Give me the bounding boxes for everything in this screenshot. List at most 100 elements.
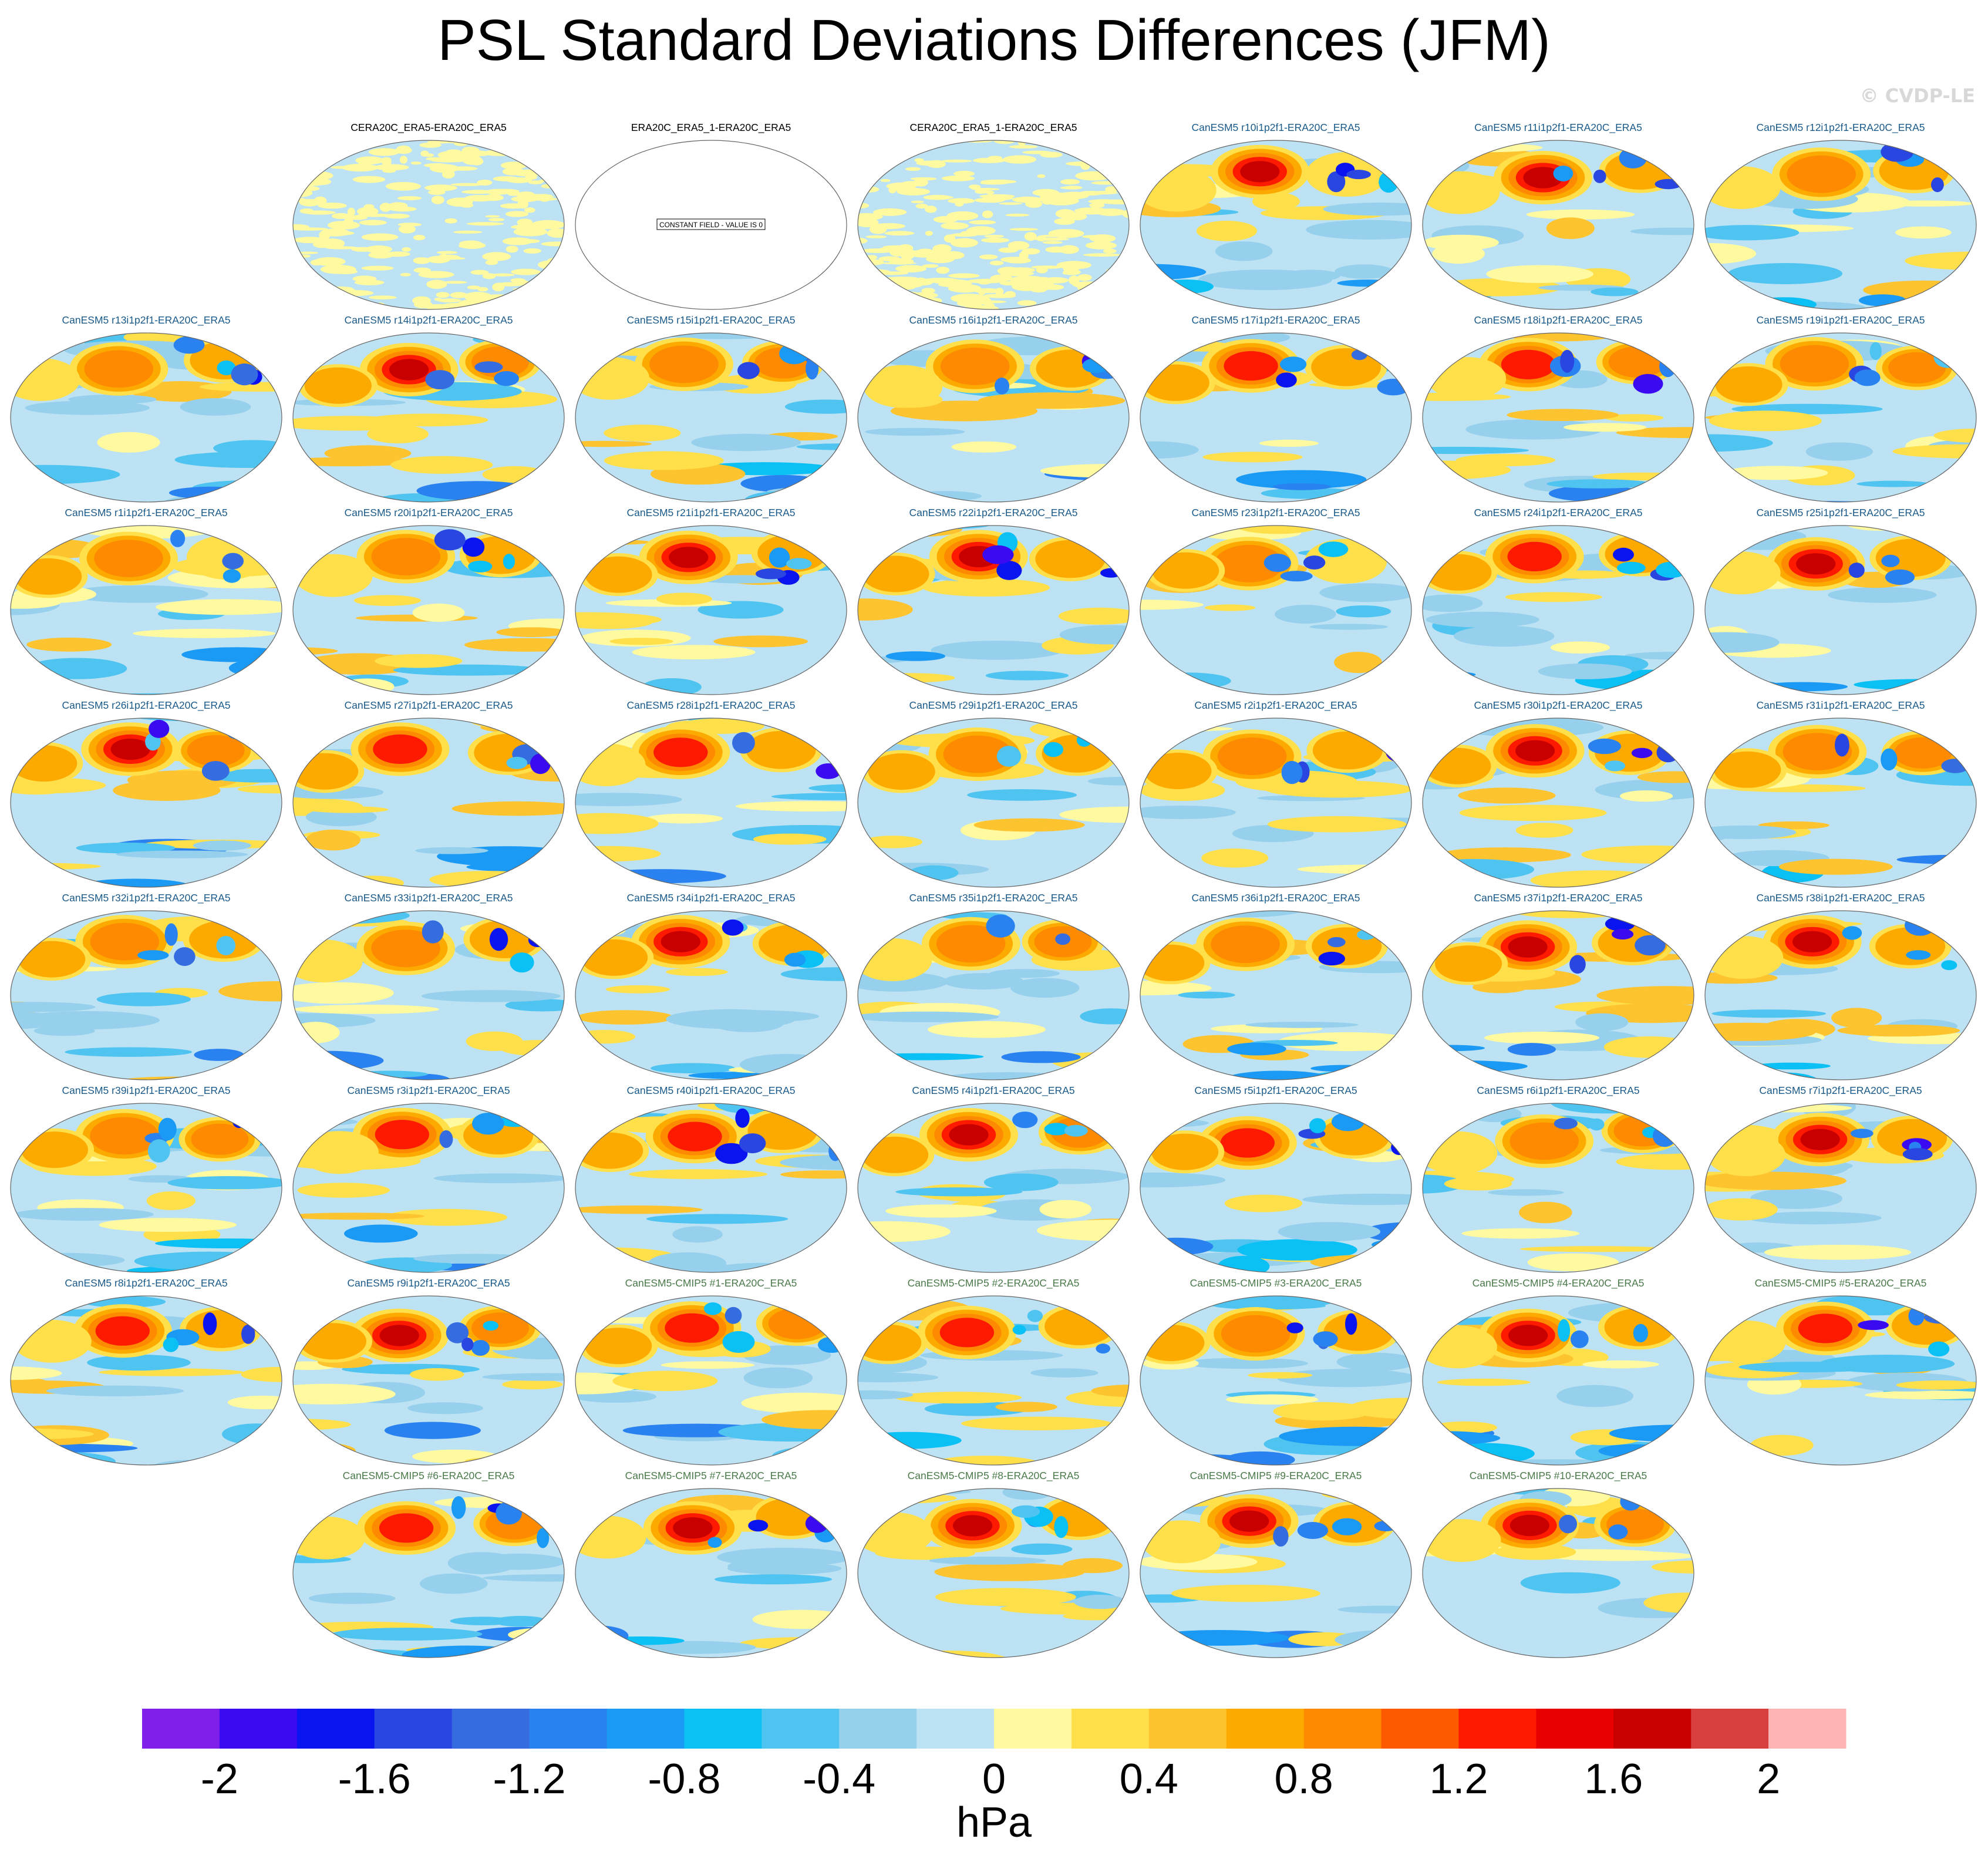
coastline: [379, 1409, 410, 1429]
field-blob: [1345, 1313, 1357, 1335]
field-blob: [1278, 1222, 1381, 1242]
field-blob: [858, 237, 868, 244]
field-blob: [384, 251, 410, 257]
panel-title: CanESM5 r30i1p2f1-ERA20C_ERA5: [1474, 699, 1643, 711]
map-field: [1140, 140, 1412, 310]
field-blob: [1705, 225, 1800, 241]
coastline: [1378, 1573, 1396, 1611]
field-blob: [948, 198, 975, 204]
coastline: [1096, 803, 1113, 841]
field-blob: [99, 1218, 237, 1232]
map-outline: [292, 910, 565, 1080]
field-blob: [399, 156, 407, 164]
coastline: [813, 1573, 831, 1611]
field-blob: [1096, 1343, 1110, 1354]
panel-title: CanESM5 r12i1p2f1-ERA20C_ERA5: [1756, 122, 1925, 133]
field-blob: [672, 1226, 723, 1243]
coastline: [379, 639, 410, 658]
field-blob: [517, 218, 533, 227]
field-blob: [1507, 409, 1619, 421]
field-blob: [26, 637, 112, 652]
field-blob: [989, 260, 1004, 265]
field-blob: [1488, 1189, 1564, 1196]
coastline: [345, 362, 409, 404]
field-blob: [1220, 1128, 1275, 1158]
map-field: [1704, 1103, 1977, 1273]
colorbar-swatch: [1381, 1709, 1459, 1749]
field-blob: [897, 187, 930, 196]
map-field: [575, 1295, 847, 1466]
field-blob: [306, 829, 360, 851]
coastline: [62, 1133, 126, 1174]
field-blob: [444, 218, 457, 224]
field-blob: [217, 360, 236, 376]
coastline: [1509, 639, 1539, 658]
field-blob: [521, 239, 540, 243]
field-blob: [921, 288, 935, 294]
map-field: [1140, 1488, 1412, 1658]
map-field: [1422, 1488, 1694, 1658]
field-blob: [940, 348, 1010, 385]
field-blob: [368, 148, 400, 156]
coastline: [944, 446, 975, 466]
field-blob: [525, 174, 537, 180]
map-panel: CanESM5 r5i1p2f1-ERA20C_ERA5: [1137, 1085, 1415, 1276]
field-blob: [194, 1049, 244, 1061]
field-blob: [1005, 213, 1030, 217]
field-blob: [517, 199, 528, 209]
map-field: [10, 332, 282, 503]
coastline: [1757, 747, 1821, 789]
map-panel: CanESM5-CMIP5 #4-ERA20C_ERA5: [1419, 1277, 1697, 1469]
colorbar-tick-label: -0.4: [803, 1756, 875, 1803]
coastline: [97, 1024, 127, 1043]
coastline: [248, 995, 266, 1033]
coastline: [944, 1602, 975, 1621]
field-blob: [983, 294, 1016, 298]
field-blob: [1630, 227, 1694, 235]
coastline: [1227, 1024, 1257, 1043]
field-blob: [861, 1136, 929, 1173]
field-blob: [951, 294, 987, 304]
field-blob: [293, 647, 338, 655]
field-blob: [1044, 285, 1058, 289]
field-blob: [1318, 541, 1349, 557]
field-blob: [1029, 284, 1048, 293]
field-blob: [402, 247, 411, 252]
field-blob: [1509, 1514, 1549, 1537]
coastline: [1227, 1409, 1257, 1429]
field-blob: [87, 1355, 191, 1371]
field-blob: [1280, 356, 1307, 372]
field-blob: [352, 275, 377, 282]
map-outline: [1422, 910, 1694, 1080]
field-blob: [65, 1047, 193, 1057]
map-panel: CanESM5 r3i1p2f1-ERA20C_ERA5: [289, 1085, 568, 1276]
panel-title: CanESM5 r40i1p2f1-ERA20C_ERA5: [626, 1085, 796, 1096]
field-blob: [735, 1108, 750, 1128]
map-field: [857, 1488, 1130, 1658]
field-blob: [942, 251, 965, 260]
map-field: [1704, 140, 1977, 310]
field-blob: [424, 163, 449, 168]
map-outline: [1140, 1488, 1412, 1658]
colorbar-swatch: [1148, 1709, 1227, 1749]
field-blob: [90, 922, 160, 961]
field-blob: [1881, 748, 1898, 771]
colorbar-swatch: [1226, 1709, 1305, 1749]
colorbar-swatch: [1691, 1709, 1769, 1749]
field-blob: [502, 1379, 563, 1390]
field-blob: [943, 735, 1013, 773]
field-blob: [460, 203, 474, 208]
field-blob: [398, 225, 416, 234]
field-blob: [737, 362, 760, 379]
coastline: [627, 1325, 691, 1367]
map-outline: [857, 910, 1130, 1080]
field-blob: [413, 257, 430, 264]
field-blob: [1484, 1032, 1599, 1044]
field-blob: [133, 628, 276, 638]
coastline: [1192, 1325, 1256, 1367]
map-outline: [1422, 1103, 1694, 1273]
field-blob: [741, 1392, 847, 1414]
field-blob: [293, 1383, 396, 1405]
field-blob: [1706, 1133, 1785, 1177]
field-blob: [1635, 935, 1666, 956]
